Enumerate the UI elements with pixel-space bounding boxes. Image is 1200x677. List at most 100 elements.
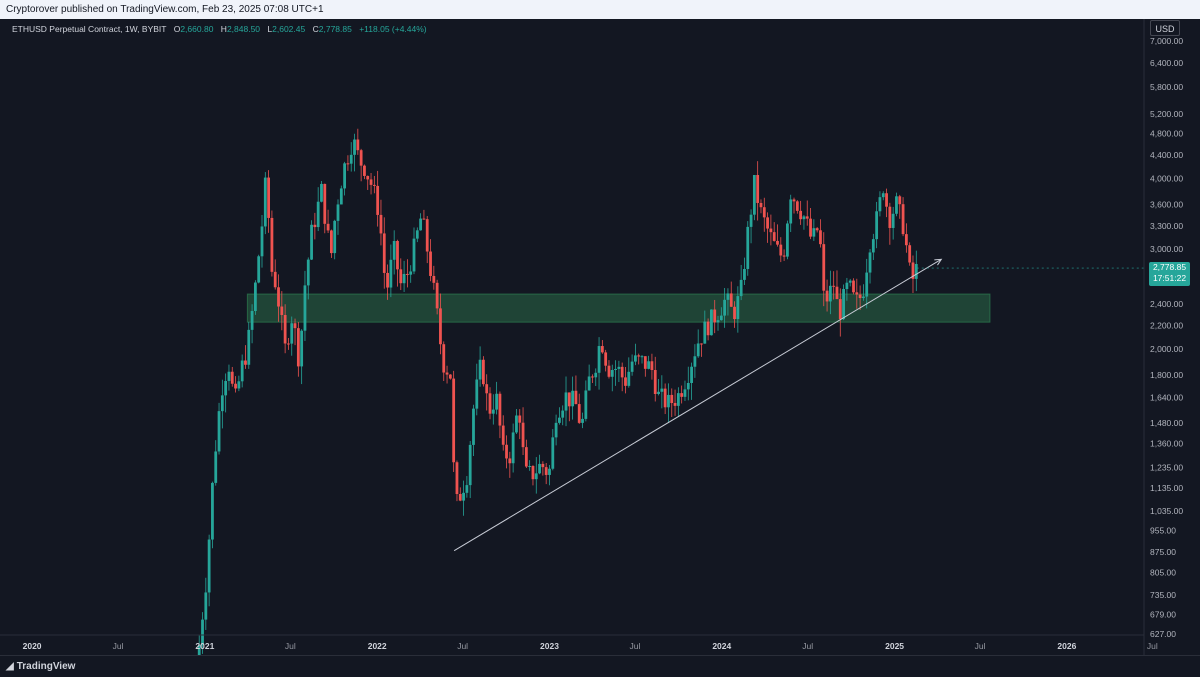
low-value: 2,602.45 — [272, 24, 306, 34]
y-tick-label: 4,800.00 — [1150, 129, 1183, 139]
y-tick-label: 6,400.00 — [1150, 58, 1183, 68]
candle-body — [273, 271, 277, 288]
candle-body — [895, 196, 898, 214]
candle-body — [891, 213, 895, 228]
candle-body — [766, 217, 769, 229]
candle-body — [224, 380, 228, 396]
candle-body — [713, 309, 717, 323]
candle-body — [855, 292, 859, 295]
last-price-tag: 2,778.85 17:51:22 — [1149, 262, 1190, 287]
candle-body — [531, 466, 535, 480]
tradingview-logo[interactable]: ◢ TradingView — [6, 661, 75, 672]
x-tick-label: 2026 — [1057, 641, 1076, 651]
y-tick-label: 1,800.00 — [1150, 370, 1183, 380]
candle-body — [680, 393, 684, 397]
candle-body — [372, 184, 376, 186]
candle-body — [260, 226, 264, 257]
x-tick-label: Jul — [457, 641, 468, 651]
candle-body — [749, 214, 753, 227]
candle-body — [888, 206, 892, 228]
candle-body — [515, 415, 518, 433]
candle-body — [488, 393, 492, 414]
published-header: Cryptorover published on TradingView.com… — [0, 0, 1200, 19]
y-tick-label: 1,640.00 — [1150, 393, 1183, 403]
candle-body — [485, 384, 489, 394]
candle-body — [812, 228, 816, 237]
support-trendline[interactable] — [453, 258, 942, 552]
candle-body — [237, 381, 241, 389]
tradingview-logo-icon: ◢ — [6, 661, 14, 672]
candle-body — [455, 462, 459, 495]
symbol-name: ETHUSD Perpetual Contract, 1W, BYBIT — [12, 24, 167, 34]
candle-body — [914, 263, 918, 279]
candle-body — [769, 228, 773, 233]
candle-body — [524, 447, 528, 467]
x-tick-label: Jul — [1147, 641, 1158, 651]
candle-body — [389, 259, 393, 288]
candle-body — [468, 444, 472, 486]
y-tick-label: 4,000.00 — [1150, 174, 1183, 184]
y-tick-label: 627.00 — [1150, 629, 1176, 639]
x-tick-label: 2025 — [885, 641, 904, 651]
candle-body — [584, 390, 588, 419]
candle-body — [564, 392, 568, 411]
candle-body — [227, 371, 231, 381]
candle-body — [310, 224, 313, 260]
candlestick-chart[interactable]: 7,000.00 6,400.00 5,800.00 5,200.00 4,800.00… — [0, 19, 1200, 655]
candle-body — [528, 466, 532, 468]
y-tick-label: 1,035.00 — [1150, 506, 1183, 516]
candle-body — [561, 410, 565, 418]
candle-body — [240, 360, 244, 382]
candle-body — [250, 311, 254, 330]
candle-body — [452, 378, 456, 463]
candle-body — [329, 230, 333, 254]
candle-body — [620, 366, 624, 378]
candle-body — [429, 251, 432, 276]
candle-body — [756, 175, 760, 203]
candle-body — [581, 418, 584, 423]
candle-body — [439, 308, 442, 345]
candle-body — [865, 272, 869, 297]
candle-body — [667, 394, 670, 408]
candle-body — [875, 211, 879, 240]
candle-body — [366, 175, 370, 180]
candle-body — [544, 467, 548, 475]
currency-selector[interactable]: USD — [1150, 20, 1180, 36]
y-tick-label: 2,200.00 — [1150, 320, 1183, 330]
candle-body — [842, 289, 845, 320]
candle-body — [594, 372, 598, 378]
candle-body — [217, 411, 221, 452]
candle-body — [898, 196, 902, 205]
symbol-legend: ETHUSD Perpetual Contract, 1W, BYBIT O2,… — [12, 24, 427, 34]
y-tick-label: 3,000.00 — [1150, 244, 1183, 254]
candle-body — [822, 244, 826, 291]
candle-body — [591, 376, 594, 378]
y-tick-label: 7,000.00 — [1150, 36, 1183, 46]
candle-body — [326, 223, 330, 231]
bar-countdown: 17:51:22 — [1152, 273, 1187, 284]
candle-body — [657, 391, 660, 394]
candle-body — [412, 238, 416, 272]
candle-body — [207, 539, 211, 593]
x-tick-label: 2022 — [368, 641, 387, 651]
candle-body — [541, 463, 545, 468]
y-tick-label: 735.00 — [1150, 590, 1176, 600]
candle-body — [432, 275, 436, 283]
candle-body — [478, 359, 482, 380]
y-tick-label: 2,000.00 — [1150, 344, 1183, 354]
candle-body — [415, 230, 419, 239]
candle-body — [604, 352, 608, 366]
candle-body — [904, 234, 908, 246]
support-zone[interactable] — [246, 293, 991, 323]
candle-body — [247, 329, 251, 365]
tradingview-brand-text: TradingView — [16, 661, 76, 672]
candle-body — [379, 214, 383, 234]
candle-body — [323, 183, 327, 224]
candle-body — [858, 294, 862, 299]
candle-body — [534, 473, 538, 480]
candle-body — [356, 139, 360, 151]
candle-body — [627, 371, 631, 386]
x-tick-label: 2020 — [23, 641, 42, 651]
candle-body — [815, 228, 819, 231]
candle-body — [220, 395, 224, 412]
